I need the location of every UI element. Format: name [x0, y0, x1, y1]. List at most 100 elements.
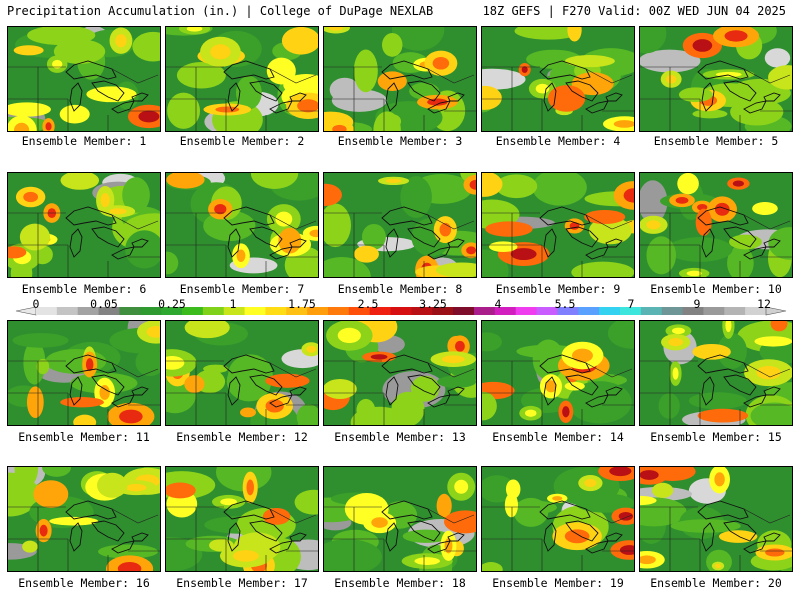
precipitation-map	[8, 467, 160, 571]
ensemble-member-label: Ensemble Member: 10	[650, 282, 782, 296]
ensemble-member-label: Ensemble Member: 12	[176, 430, 308, 444]
ensemble-member-label: Ensemble Member: 19	[492, 576, 624, 590]
colorbar-tick-label: 7	[627, 297, 635, 311]
precipitation-map	[482, 27, 634, 131]
colorbar-tick-label: 3.25	[419, 297, 447, 311]
ensemble-panel	[639, 466, 793, 572]
colorbar-swatch	[703, 307, 725, 315]
colorbar-swatch	[286, 307, 308, 315]
precipitation-map	[166, 173, 318, 277]
colorbar-tick-label: 5.5	[554, 297, 576, 311]
precipitation-map	[640, 27, 792, 131]
ensemble-panel	[323, 466, 477, 572]
precipitation-map	[166, 321, 318, 425]
colorbar-tick-label: 0.05	[90, 297, 118, 311]
run-valid-time: 18Z GEFS | F270 Valid: 00Z WED JUN 04 20…	[482, 4, 786, 18]
colorbar-swatch	[244, 307, 266, 315]
ensemble-member-label: Ensemble Member: 20	[650, 576, 782, 590]
ensemble-panel	[481, 172, 635, 278]
colorbar-tick-label: 2.5	[357, 297, 379, 311]
precipitation-map	[640, 173, 792, 277]
colorbar-swatch	[557, 307, 579, 315]
ensemble-panel	[7, 320, 161, 426]
precipitation-map	[8, 321, 160, 425]
ensemble-panel	[639, 172, 793, 278]
ensemble-panel	[7, 172, 161, 278]
colorbar-swatch	[620, 307, 642, 315]
precipitation-map	[482, 173, 634, 277]
colorbar-max-arrow	[765, 306, 787, 316]
ensemble-member-label: Ensemble Member: 5	[653, 134, 779, 148]
colorbar-swatch	[98, 307, 120, 315]
precipitation-map	[324, 321, 476, 425]
ensemble-panel	[481, 320, 635, 426]
colorbar-tick-label: 4	[494, 297, 502, 311]
ensemble-panel	[323, 172, 477, 278]
ensemble-panel	[323, 320, 477, 426]
colorbar-swatch	[77, 307, 100, 315]
colorbar-swatch	[599, 307, 621, 315]
colorbar-swatch	[36, 307, 58, 315]
precipitation-map	[166, 27, 318, 131]
precipitation-map	[8, 173, 160, 277]
colorbar-swatch	[307, 307, 329, 315]
ensemble-member-label: Ensemble Member: 2	[179, 134, 305, 148]
colorbar-swatch	[474, 307, 496, 315]
ensemble-panel	[7, 466, 161, 572]
ensemble-panel	[165, 172, 319, 278]
ensemble-panel	[165, 466, 319, 572]
colorbar-swatch	[640, 307, 663, 315]
map-title: Precipitation Accumulation (in.) | Colle…	[7, 4, 434, 18]
colorbar-swatch	[453, 307, 475, 315]
precipitation-map	[324, 27, 476, 131]
ensemble-panel	[165, 26, 319, 132]
precipitation-map	[640, 321, 792, 425]
colorbar-swatch	[119, 307, 141, 315]
precipitation-map	[324, 173, 476, 277]
colorbar-swatch	[578, 307, 600, 315]
colorbar-swatch	[682, 307, 704, 315]
colorbar-swatch	[161, 307, 183, 315]
ensemble-member-label: Ensemble Member: 8	[337, 282, 463, 296]
colorbar-swatch	[411, 307, 433, 315]
colorbar-swatch	[202, 307, 225, 315]
ensemble-panel	[323, 26, 477, 132]
colorbar-swatch	[536, 307, 558, 315]
ensemble-panel	[639, 26, 793, 132]
ensemble-panel	[639, 320, 793, 426]
ensemble-panel	[481, 466, 635, 572]
colorbar-swatch	[56, 307, 79, 315]
precipitation-map	[640, 467, 792, 571]
colorbar-swatch	[223, 307, 246, 315]
colorbar-tick-label: 1	[229, 297, 237, 311]
colorbar-swatch	[182, 307, 204, 315]
precipitation-map	[482, 467, 634, 571]
colorbar-tick-label: 0	[32, 297, 40, 311]
ensemble-member-label: Ensemble Member: 3	[337, 134, 463, 148]
colorbar-swatch	[745, 307, 767, 315]
colorbar-tick-label: 1.75	[288, 297, 316, 311]
precipitation-map	[324, 467, 476, 571]
colorbar-swatch	[140, 307, 162, 315]
precipitation-colorbar	[15, 306, 787, 316]
ensemble-member-label: Ensemble Member: 14	[492, 430, 624, 444]
colorbar-swatch	[432, 307, 454, 315]
precipitation-map	[482, 321, 634, 425]
colorbar-swatch	[328, 307, 350, 315]
colorbar-swatch	[348, 307, 371, 315]
precipitation-map	[8, 27, 160, 131]
ensemble-member-label: Ensemble Member: 7	[179, 282, 305, 296]
colorbar-swatch	[661, 307, 684, 315]
ensemble-member-label: Ensemble Member: 9	[495, 282, 621, 296]
ensemble-panel	[481, 26, 635, 132]
ensemble-member-label: Ensemble Member: 15	[650, 430, 782, 444]
colorbar-tick-label: 0.25	[158, 297, 186, 311]
ensemble-member-label: Ensemble Member: 6	[21, 282, 147, 296]
colorbar-swatch	[369, 307, 392, 315]
ensemble-member-label: Ensemble Member: 13	[334, 430, 466, 444]
precipitation-map	[166, 467, 318, 571]
ensemble-member-label: Ensemble Member: 11	[18, 430, 150, 444]
ensemble-member-label: Ensemble Member: 4	[495, 134, 621, 148]
ensemble-member-label: Ensemble Member: 1	[21, 134, 147, 148]
